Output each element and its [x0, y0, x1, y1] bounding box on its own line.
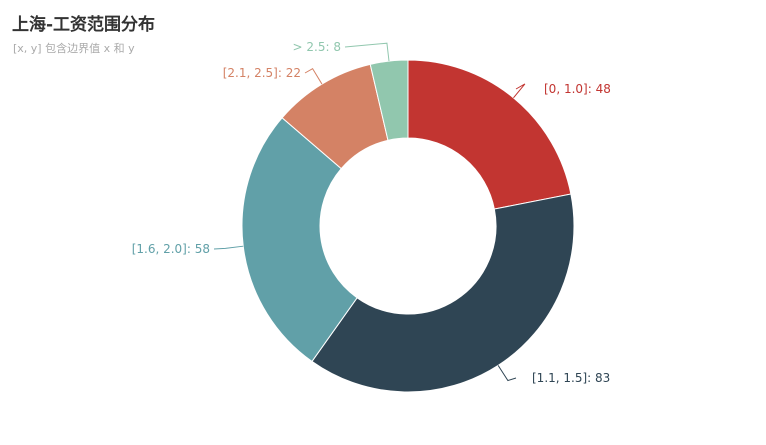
chart-title: 上海-工资范围分布 — [12, 15, 156, 35]
pie-slice[interactable] — [311, 193, 575, 393]
pie-slice[interactable] — [369, 59, 409, 141]
chart-subtitle: [x, y] 包含边界值 x 和 y — [13, 42, 135, 55]
slice-label: [1.6, 2.0]: 58 — [132, 242, 210, 256]
label-line — [513, 83, 526, 99]
pie-slice[interactable] — [241, 117, 358, 363]
slice-label: > 2.5: 8 — [293, 40, 341, 54]
slice-label: [2.1, 2.5]: 22 — [223, 66, 301, 80]
pie-slice[interactable] — [407, 59, 572, 210]
label-line — [344, 42, 390, 62]
slice-label: [0, 1.0]: 48 — [544, 82, 611, 96]
label-line — [497, 365, 517, 382]
label-line — [213, 245, 244, 250]
label-line — [304, 67, 323, 85]
slice-label: [1.1, 1.5]: 83 — [532, 371, 610, 385]
